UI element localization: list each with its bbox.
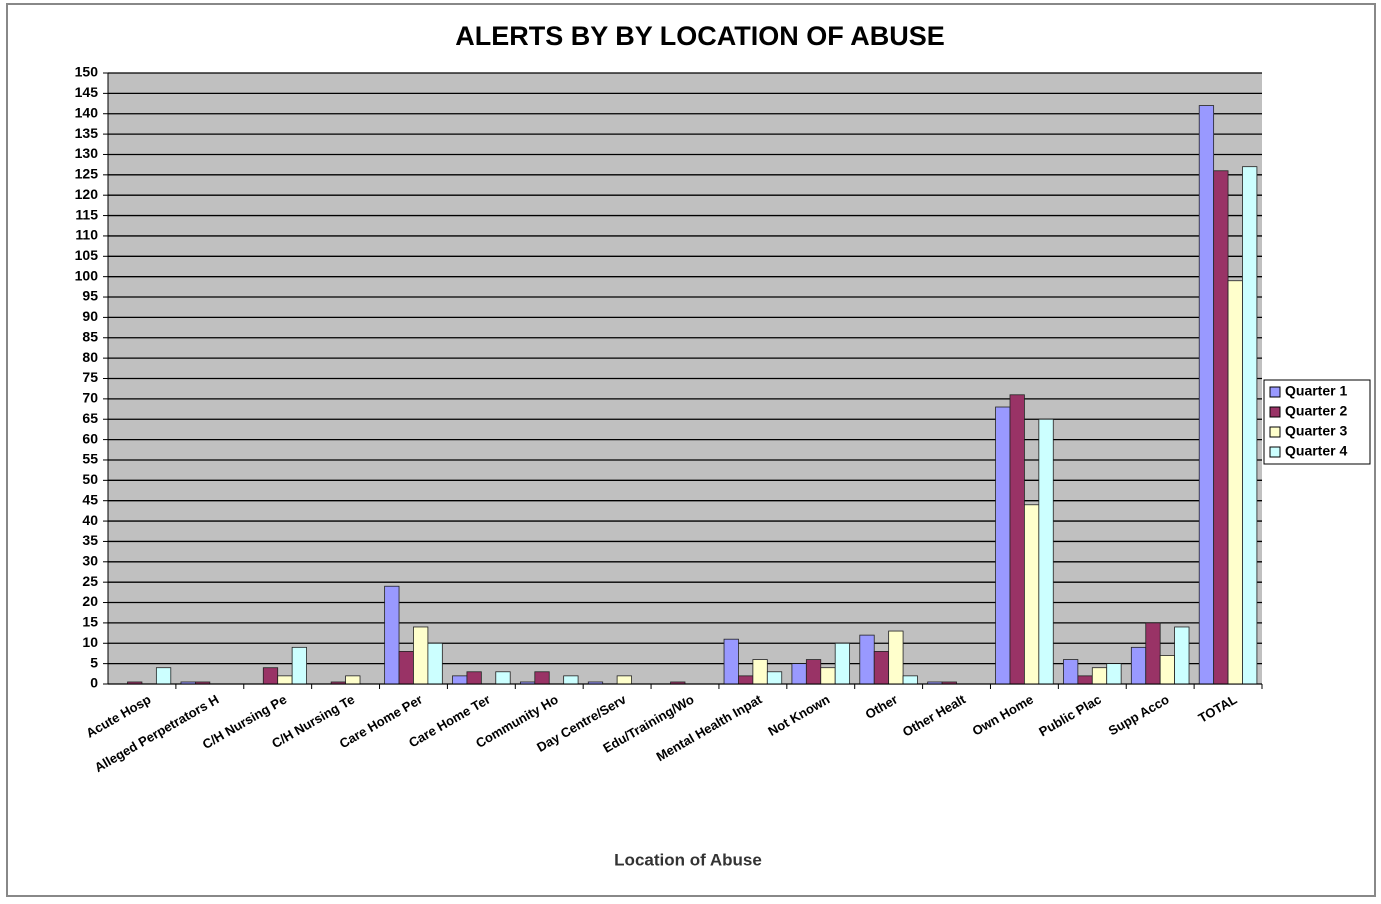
bar [262, 667, 279, 685]
bar [495, 671, 511, 685]
bar [873, 651, 890, 685]
bar [1063, 659, 1079, 685]
y-tick-label: 140 [75, 104, 99, 120]
y-tick-label: 55 [82, 451, 98, 467]
y-tick-label: 0 [90, 675, 98, 691]
y-tick-label: 115 [75, 206, 98, 222]
bar [1077, 675, 1093, 685]
bar [563, 675, 579, 685]
bar [1106, 663, 1122, 685]
bar [1213, 170, 1229, 685]
legend-swatch [1269, 406, 1281, 418]
y-tick-label: 15 [82, 614, 98, 630]
bar [738, 675, 754, 685]
y-tick-label: 75 [82, 369, 98, 385]
bar [413, 626, 429, 685]
bar [345, 675, 361, 685]
bar [820, 667, 836, 685]
y-tick-label: 40 [82, 512, 98, 528]
bar [1227, 280, 1243, 685]
bar [805, 659, 822, 685]
chart-title: ALERTS BY BY LOCATION OF ABUSE [455, 21, 945, 51]
bar [888, 630, 904, 685]
bar [1198, 105, 1215, 685]
x-axis-label: Location of Abuse [614, 850, 762, 869]
y-tick-label: 10 [82, 634, 98, 650]
legend-swatch [1269, 446, 1281, 458]
bar [723, 638, 739, 685]
y-tick-label: 120 [75, 186, 99, 202]
legend-swatch [1269, 386, 1281, 398]
y-tick-label: 105 [75, 247, 99, 263]
y-tick-label: 70 [82, 390, 98, 406]
bar [1009, 394, 1025, 685]
legend-label: Quarter 3 [1285, 423, 1347, 439]
legend-label: Quarter 2 [1285, 403, 1347, 419]
y-tick-label: 130 [75, 145, 99, 161]
bar [752, 659, 768, 685]
y-tick-label: 30 [82, 553, 98, 569]
y-tick-label: 125 [75, 166, 99, 182]
bar [1242, 166, 1258, 685]
bar [766, 671, 783, 685]
y-tick-label: 50 [82, 471, 98, 487]
bar [452, 675, 468, 685]
y-tick-label: 60 [82, 430, 98, 446]
bar [616, 675, 632, 685]
y-tick-label: 85 [82, 328, 98, 344]
bar [1174, 626, 1190, 685]
bar [1130, 646, 1147, 685]
bar [791, 663, 807, 685]
y-tick-label: 80 [82, 349, 98, 365]
bar [1038, 418, 1054, 685]
y-tick-label: 145 [75, 84, 99, 100]
y-tick-label: 150 [75, 64, 99, 80]
bar [277, 675, 293, 685]
y-tick-label: 110 [75, 227, 98, 243]
y-tick-label: 20 [82, 593, 98, 609]
bar [1145, 622, 1161, 685]
bar [834, 642, 851, 685]
bar [534, 671, 550, 685]
legend-swatch [1269, 426, 1281, 438]
bar [466, 671, 482, 685]
y-tick-label: 135 [75, 125, 99, 141]
y-tick-label: 35 [82, 532, 98, 548]
y-tick-label: 90 [82, 308, 98, 324]
y-tick-label: 25 [82, 573, 98, 589]
y-tick-label: 45 [82, 491, 98, 507]
bar [1024, 504, 1040, 685]
bar [1091, 667, 1108, 685]
bar [1159, 655, 1176, 685]
y-tick-label: 5 [90, 654, 98, 670]
y-tick-label: 100 [75, 267, 99, 283]
bar [427, 642, 443, 685]
bar [995, 406, 1011, 685]
legend-label: Quarter 4 [1285, 443, 1347, 459]
y-tick-label: 95 [82, 288, 98, 304]
bar [155, 667, 172, 685]
legend-box [1263, 379, 1371, 465]
bar [902, 675, 918, 685]
y-tick-label: 65 [82, 410, 98, 426]
bar [859, 634, 875, 685]
legend-label: Quarter 1 [1285, 383, 1347, 399]
bar [291, 646, 307, 685]
bar [384, 585, 400, 685]
bar [398, 651, 414, 685]
